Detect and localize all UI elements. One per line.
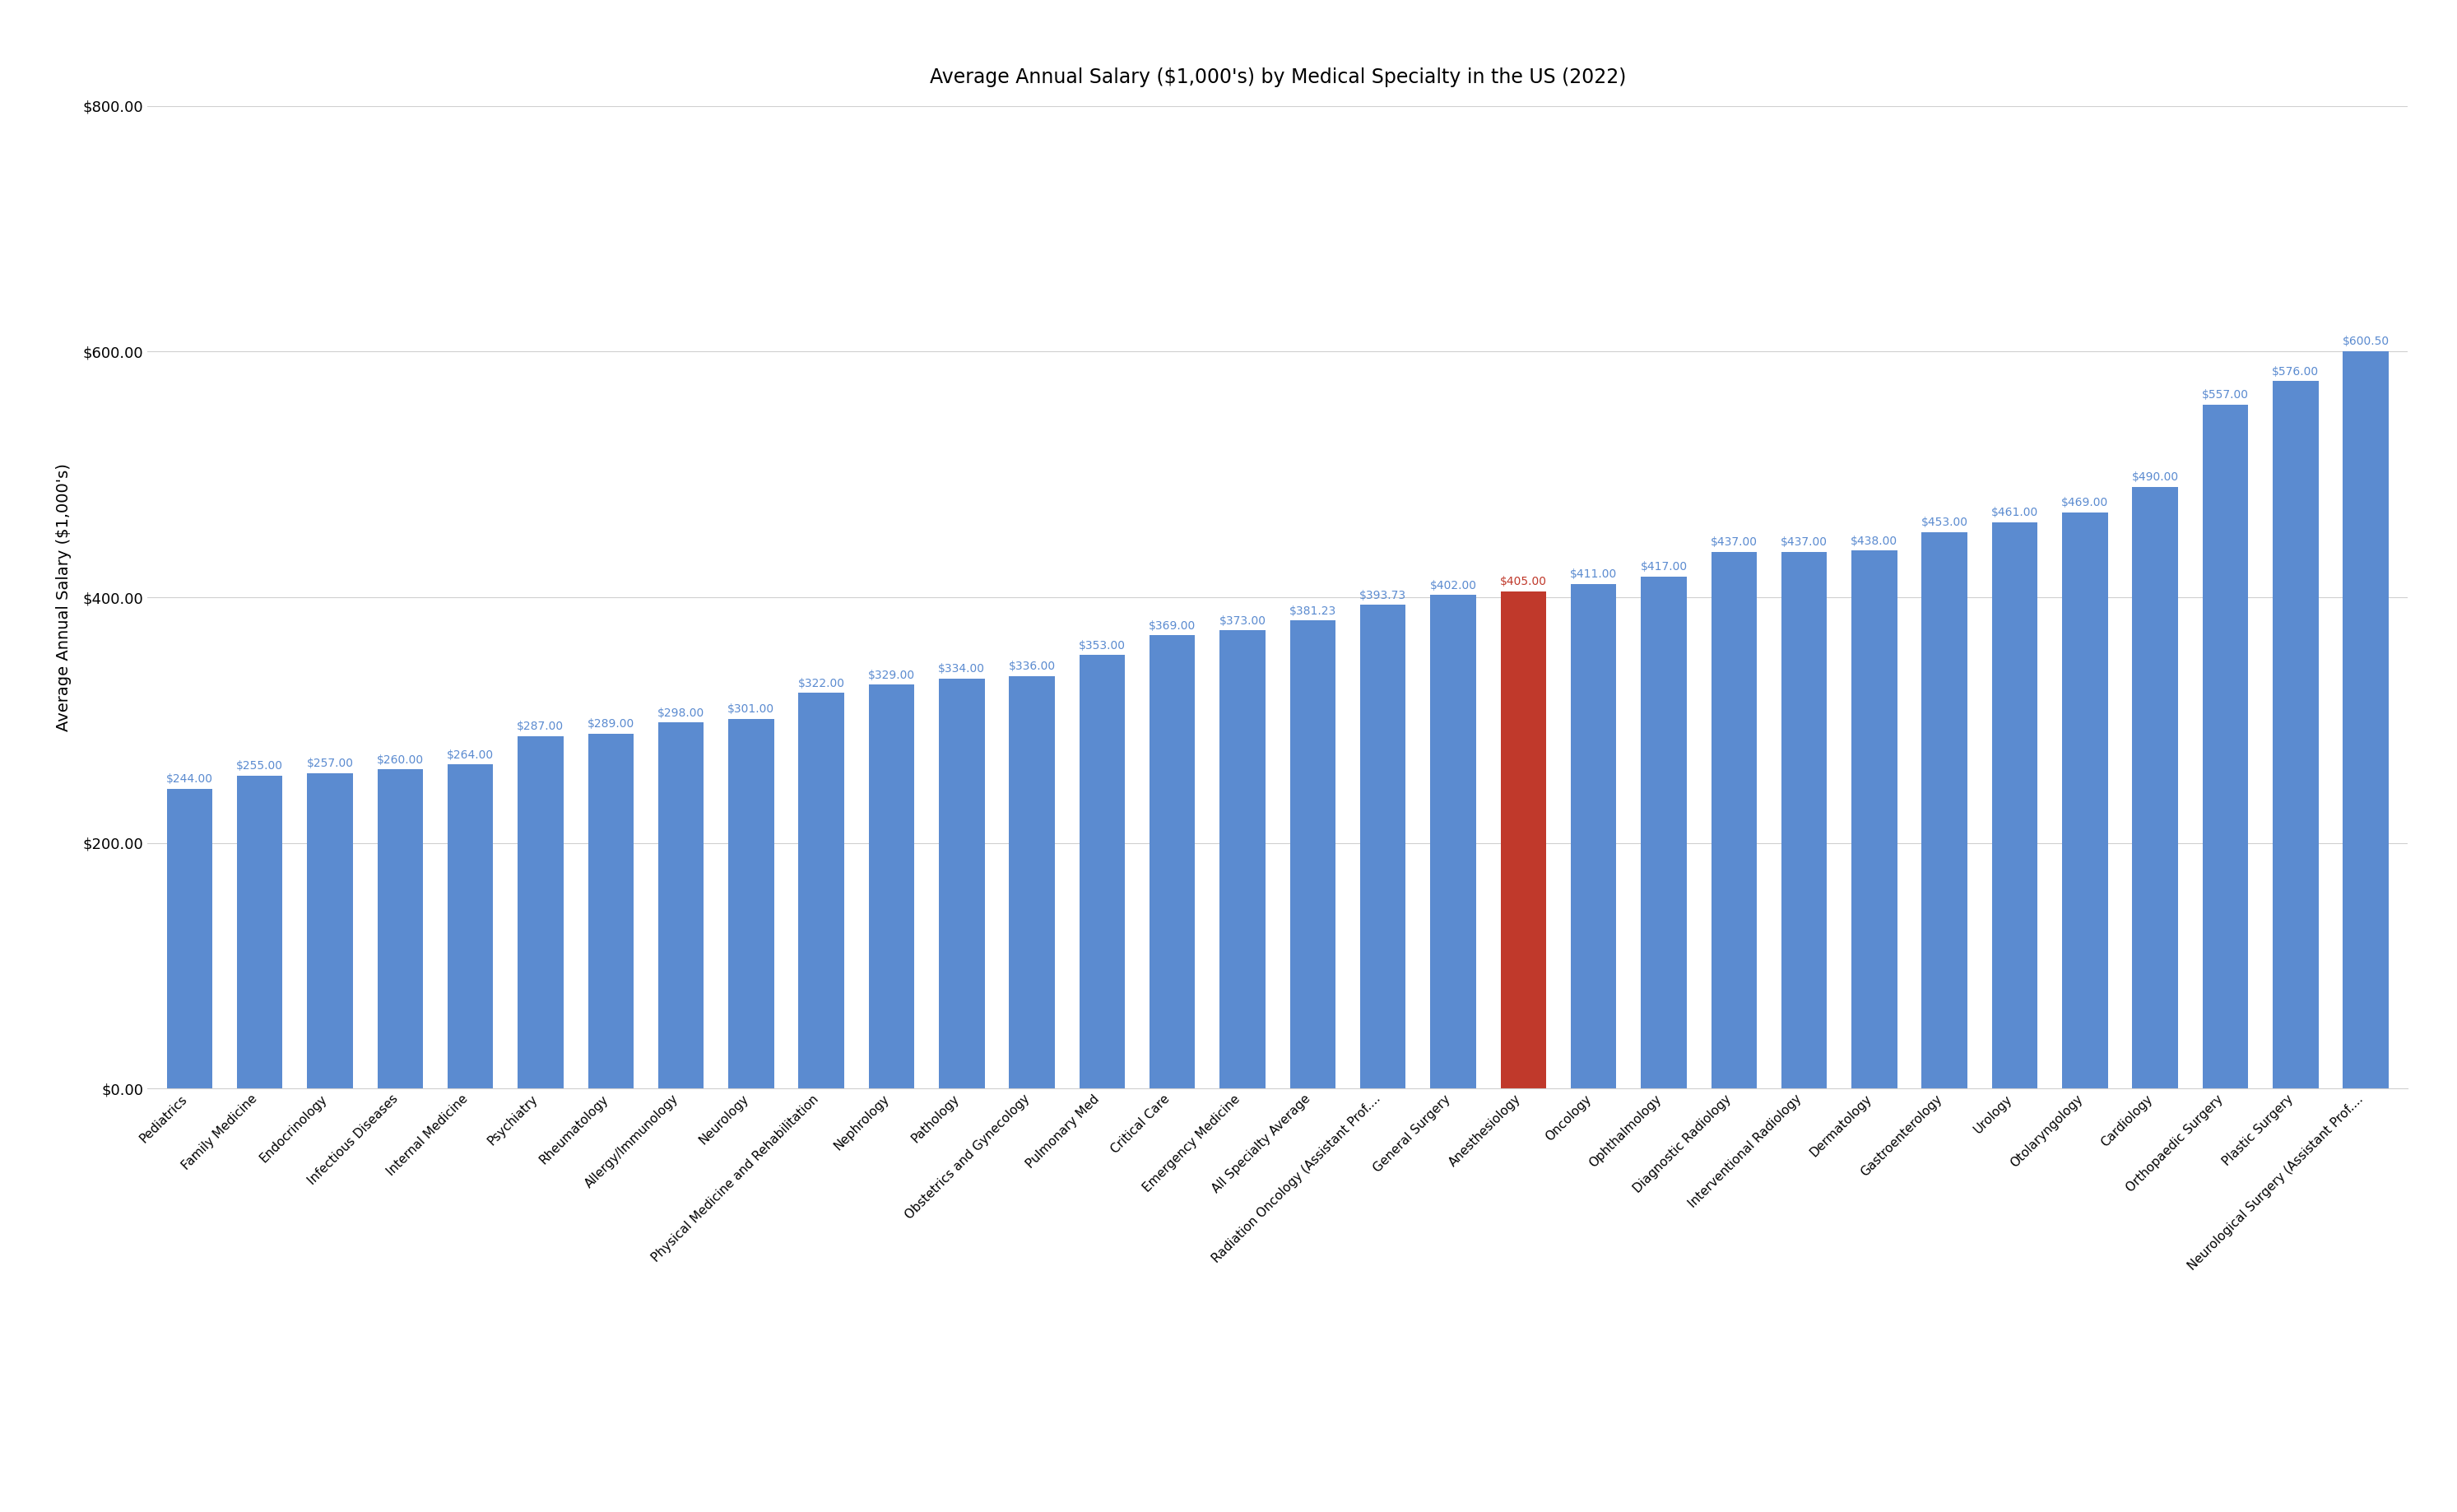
Bar	[167, 789, 211, 1089]
Bar	[1993, 522, 2037, 1089]
Bar	[307, 773, 354, 1089]
Bar	[1501, 591, 1545, 1089]
Bar	[1079, 655, 1125, 1089]
Text: $438.00: $438.00	[1850, 535, 1897, 547]
Bar	[658, 723, 703, 1089]
Text: $437.00: $437.00	[1710, 537, 1757, 547]
Bar	[1641, 576, 1686, 1089]
Bar	[1150, 635, 1194, 1089]
Text: $301.00: $301.00	[727, 703, 774, 715]
Text: $437.00: $437.00	[1781, 537, 1828, 547]
Text: $369.00: $369.00	[1150, 620, 1197, 632]
Text: $576.00: $576.00	[2273, 366, 2319, 378]
Text: $353.00: $353.00	[1079, 640, 1125, 652]
Text: $373.00: $373.00	[1219, 615, 1265, 626]
Text: $393.73: $393.73	[1359, 590, 1405, 602]
Text: $260.00: $260.00	[376, 754, 423, 765]
Text: $264.00: $264.00	[447, 748, 494, 761]
Bar	[1921, 532, 1968, 1089]
Bar	[1430, 594, 1477, 1089]
Text: $402.00: $402.00	[1430, 579, 1477, 591]
Text: $255.00: $255.00	[236, 761, 283, 771]
Text: $557.00: $557.00	[2201, 389, 2248, 401]
Bar	[799, 692, 845, 1089]
Text: $287.00: $287.00	[516, 721, 565, 732]
Bar	[2201, 404, 2248, 1089]
Bar	[2133, 487, 2177, 1089]
Bar	[1710, 552, 1757, 1089]
Bar	[1010, 676, 1054, 1089]
Text: $411.00: $411.00	[1570, 569, 1617, 581]
Bar	[587, 733, 634, 1089]
Text: $257.00: $257.00	[307, 758, 354, 770]
Y-axis label: Average Annual Salary ($1,000's): Average Annual Salary ($1,000's)	[57, 463, 71, 732]
Bar	[236, 776, 283, 1089]
Bar	[2273, 381, 2319, 1089]
Bar	[1853, 550, 1897, 1089]
Text: $334.00: $334.00	[939, 664, 985, 674]
Text: $469.00: $469.00	[2061, 497, 2108, 508]
Bar	[518, 736, 563, 1089]
Bar	[2061, 513, 2108, 1089]
Text: $417.00: $417.00	[1641, 561, 1688, 573]
Text: $329.00: $329.00	[867, 670, 914, 680]
Text: $322.00: $322.00	[799, 677, 845, 689]
Text: $600.50: $600.50	[2342, 336, 2388, 348]
Bar	[2344, 351, 2388, 1089]
Bar	[1570, 584, 1617, 1089]
Text: $453.00: $453.00	[1921, 517, 1968, 528]
Bar	[447, 764, 494, 1089]
Text: $461.00: $461.00	[1990, 507, 2039, 519]
Text: $381.23: $381.23	[1290, 605, 1337, 617]
Bar	[1361, 605, 1405, 1089]
Text: $405.00: $405.00	[1499, 576, 1548, 587]
Text: $298.00: $298.00	[658, 708, 705, 718]
Text: $289.00: $289.00	[587, 718, 634, 730]
Text: $336.00: $336.00	[1007, 661, 1057, 673]
Bar	[1219, 631, 1265, 1089]
Bar	[727, 718, 774, 1089]
Title: Average Annual Salary ($1,000's) by Medical Specialty in the US (2022): Average Annual Salary ($1,000's) by Medi…	[929, 68, 1627, 88]
Bar	[1290, 620, 1337, 1089]
Bar	[1781, 552, 1828, 1089]
Bar	[939, 679, 985, 1089]
Text: $244.00: $244.00	[167, 774, 214, 785]
Bar	[378, 770, 423, 1089]
Bar	[870, 685, 914, 1089]
Text: $490.00: $490.00	[2133, 472, 2179, 482]
